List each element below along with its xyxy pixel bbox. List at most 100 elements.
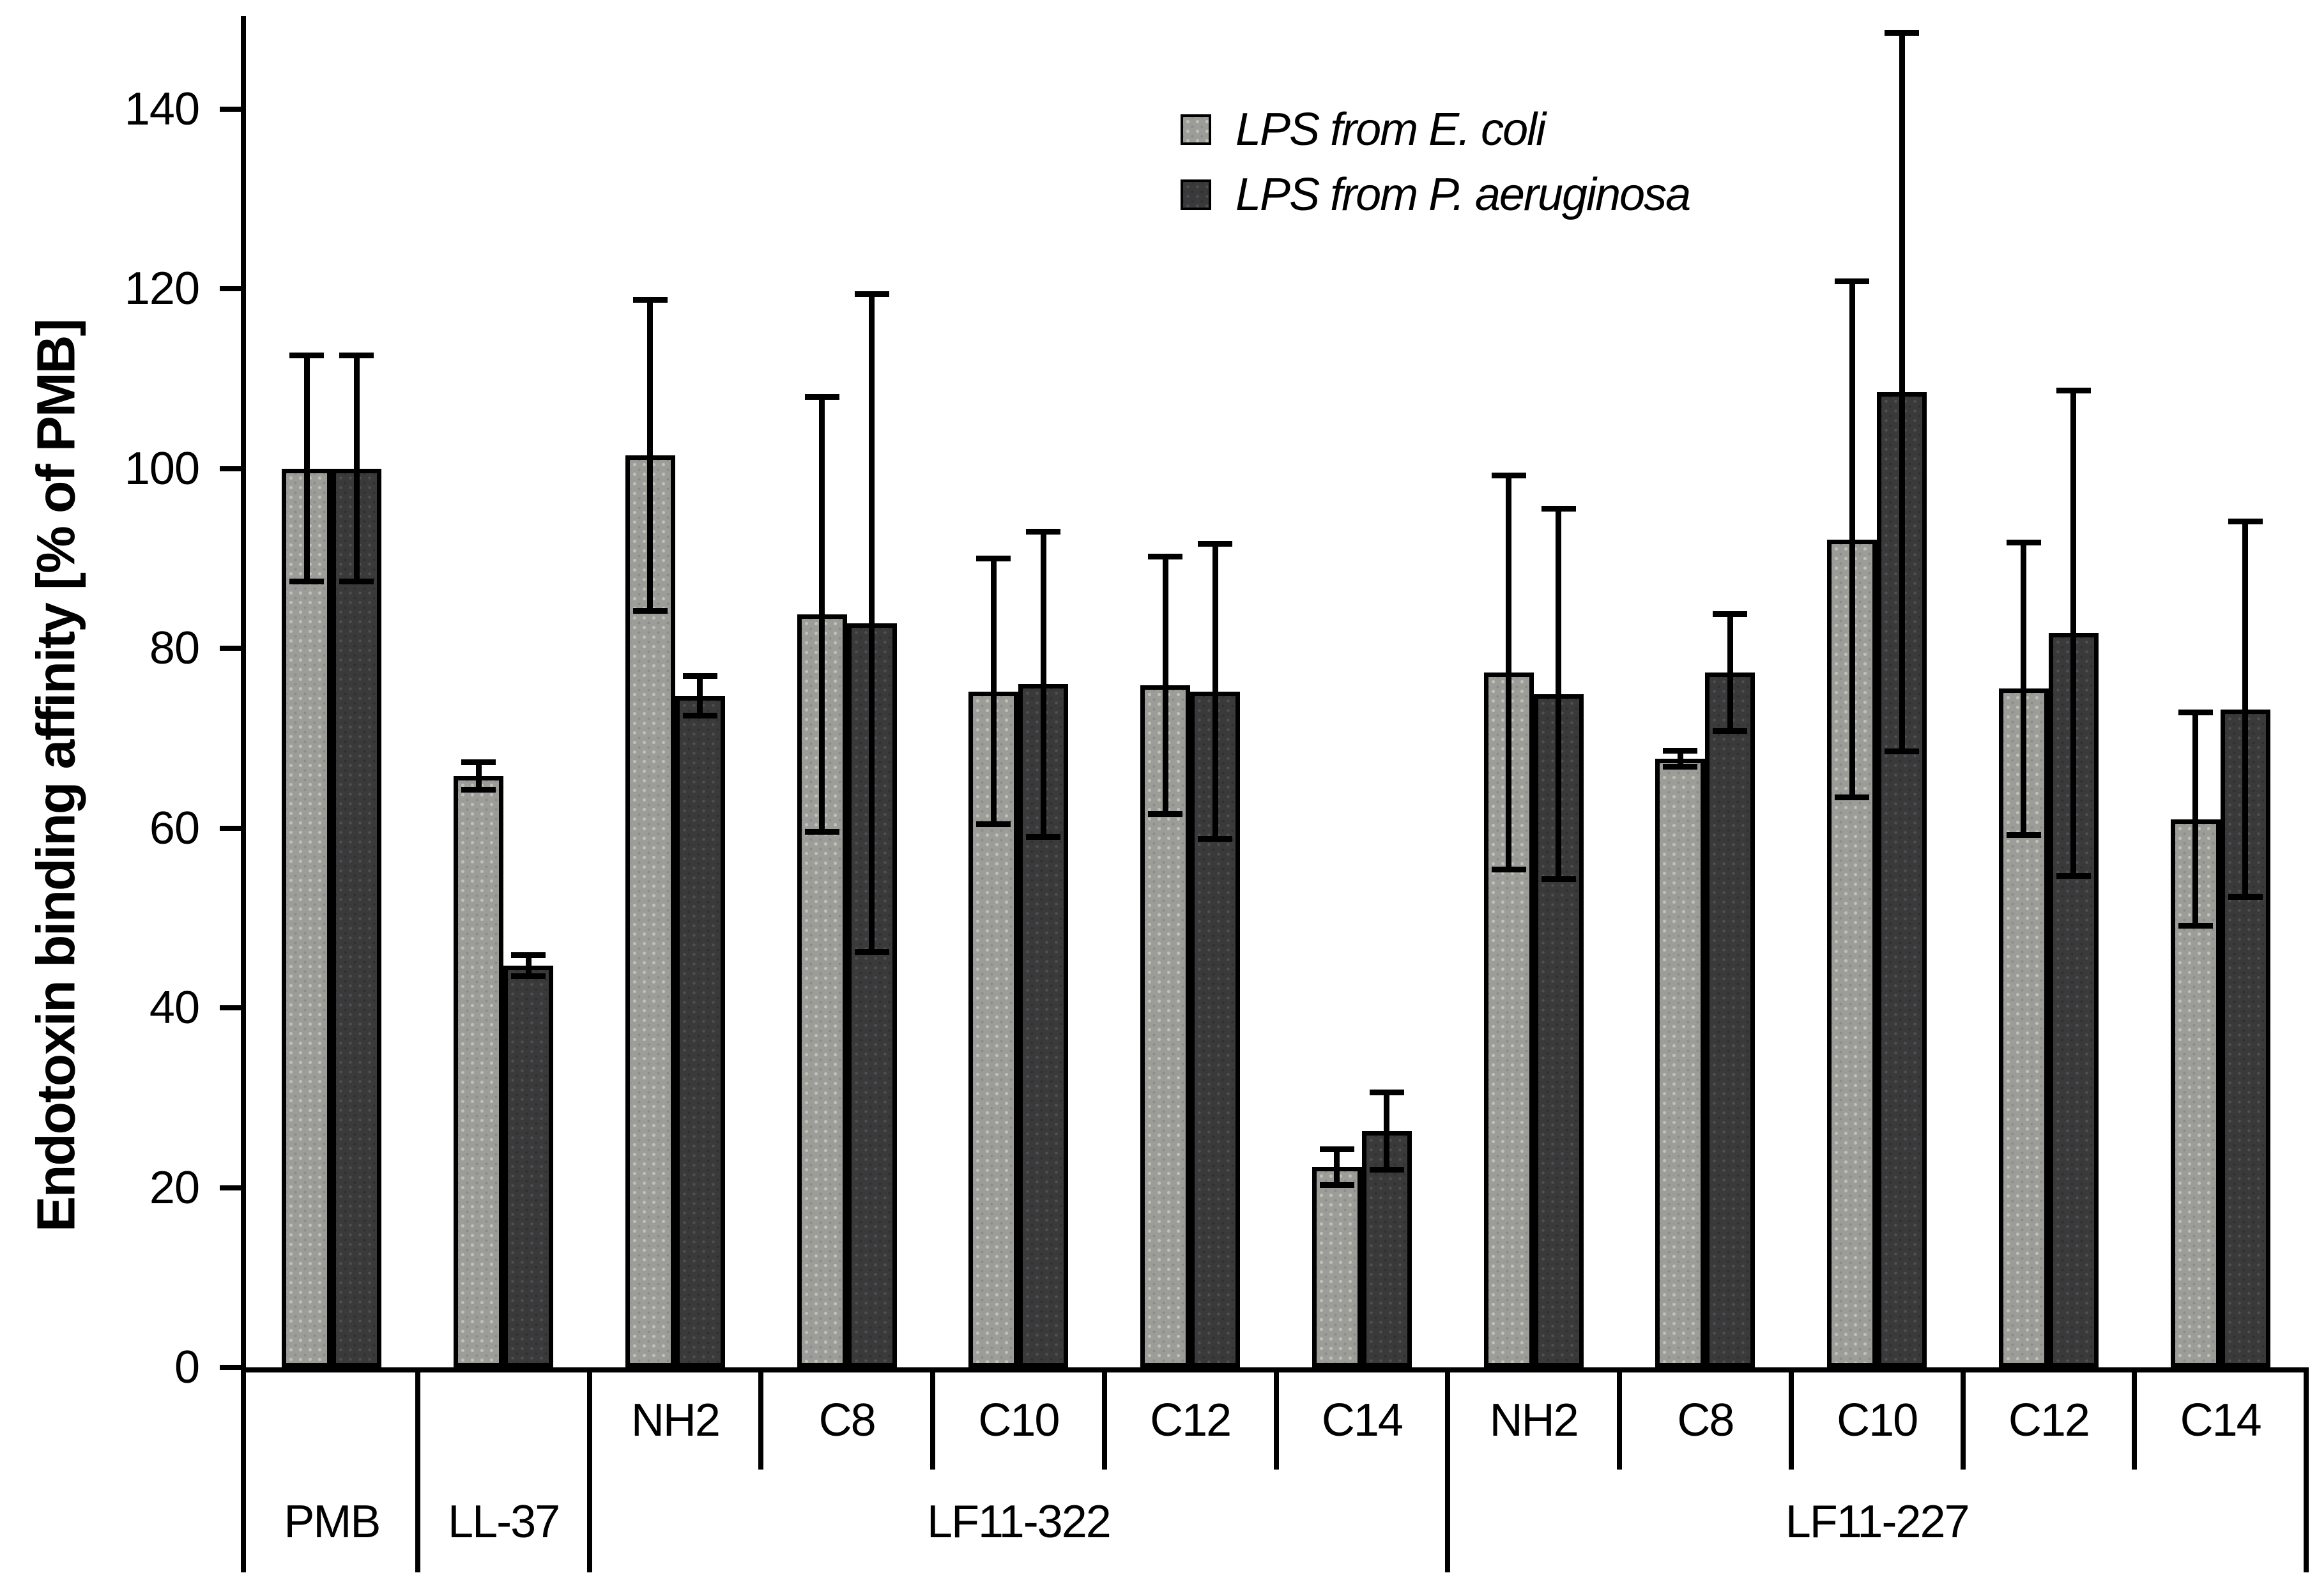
error-bar-cap-top (339, 352, 374, 358)
sublabel-divider (1788, 1367, 1794, 1470)
error-bar-cap-top (682, 673, 717, 680)
legend: LPS from E. coli LPS from P. aeruginosa (1181, 101, 1691, 231)
error-bar-line (1677, 750, 1683, 767)
error-bar-cap-top (1319, 1146, 1354, 1152)
y-tick-label: 40 (149, 982, 200, 1034)
error-bar-cap-bottom (1541, 876, 1576, 883)
sublabel-divider (930, 1367, 935, 1470)
error-bar-cap-top (2006, 539, 2041, 545)
error-bar-line (1506, 475, 1512, 870)
group-divider (586, 1367, 592, 1572)
bar-ecoli (797, 614, 847, 1367)
y-tick-label: 140 (124, 83, 200, 135)
y-tick-mark (220, 1005, 241, 1011)
error-bar-cap-top (976, 555, 1011, 561)
y-tick-mark (220, 1185, 241, 1190)
x-sublabel: C8 (818, 1394, 876, 1446)
error-bar-cap-bottom (2006, 832, 2041, 839)
error-bar-cap-bottom (2228, 894, 2263, 901)
x-group-label: LF11-227 (1785, 1496, 1970, 1547)
error-bar-cap-top (1198, 541, 1233, 547)
error-bar-line (647, 300, 654, 611)
y-tick-label: 0 (174, 1342, 200, 1393)
error-bar-cap-bottom (1713, 728, 1748, 734)
error-bar-cap-top (2178, 709, 2213, 715)
error-bar-cap-bottom (1369, 1166, 1404, 1173)
error-bar-cap-bottom (1319, 1182, 1354, 1188)
error-bar-cap-top (1835, 278, 1870, 285)
error-bar-line (990, 558, 997, 825)
error-bar-line (1384, 1092, 1390, 1170)
x-sublabel: C8 (1677, 1394, 1734, 1446)
bar-paer (2220, 709, 2270, 1367)
bar-ecoli (1140, 685, 1191, 1367)
x-sublabel: NH2 (631, 1394, 721, 1446)
x-group-label: LF11-322 (926, 1496, 1112, 1547)
group-divider (1445, 1367, 1451, 1572)
error-bar-cap-bottom (976, 821, 1011, 828)
error-bar-line (303, 355, 310, 582)
error-bar-cap-top (804, 393, 839, 400)
x-group-label: PMB (284, 1496, 381, 1547)
error-bar-line (1727, 614, 1733, 731)
error-bar-cap-bottom (511, 973, 546, 980)
error-bar-cap-top (289, 352, 325, 358)
error-bar-cap-top (1713, 611, 1748, 618)
error-bar-cap-top (1491, 473, 1526, 479)
error-bar-cap-top (2228, 519, 2263, 525)
x-group-label: LL-37 (448, 1496, 560, 1547)
error-bar-cap-bottom (1835, 794, 1870, 801)
legend-label-paer: LPS from P. aeruginosa (1235, 169, 1691, 220)
sublabel-divider (1960, 1367, 1966, 1470)
error-bar-cap-bottom (854, 949, 889, 955)
y-tick-mark (220, 646, 241, 651)
y-tick-label: 120 (124, 263, 200, 315)
error-bar-cap-top (1369, 1089, 1404, 1095)
error-bar-line (475, 762, 482, 790)
y-tick-mark (220, 286, 241, 292)
x-sublabel: C14 (1321, 1394, 1404, 1446)
y-tick-mark (220, 1365, 241, 1370)
legend-entry: LPS from P. aeruginosa (1181, 166, 1691, 224)
legend-entry: LPS from E. coli (1181, 101, 1690, 158)
bar-paer (332, 468, 382, 1367)
error-bar-cap-top (461, 759, 496, 766)
error-bar-cap-bottom (1885, 749, 1920, 755)
error-bar-line (1162, 556, 1168, 814)
error-bar-cap-bottom (461, 786, 496, 793)
error-bar-cap-bottom (289, 579, 325, 585)
plot-right-edge (2304, 1367, 2309, 1572)
y-tick-label: 20 (149, 1162, 200, 1213)
error-bar-line (525, 955, 532, 977)
error-bar-line (1212, 543, 1218, 839)
error-bar-cap-top (1026, 528, 1061, 535)
error-bar-cap-bottom (632, 607, 668, 614)
error-bar-cap-bottom (1148, 810, 1183, 817)
error-bar-line (697, 676, 703, 716)
error-bar-cap-bottom (339, 579, 374, 585)
error-bar-line (1040, 531, 1046, 837)
x-sublabel: C14 (2180, 1394, 2262, 1446)
error-bar-line (869, 294, 875, 952)
error-bar-line (2242, 521, 2249, 897)
legend-swatch-paer (1181, 179, 1211, 210)
y-tick-mark (220, 825, 241, 831)
error-bar-cap-bottom (1663, 764, 1698, 770)
error-bar-cap-top (1541, 506, 1576, 512)
error-bar-cap-top (1885, 29, 1920, 36)
error-bar-cap-top (854, 291, 889, 298)
error-bar-cap-top (1663, 748, 1698, 754)
error-bar-line (1899, 33, 1905, 752)
bar-paer (503, 965, 554, 1367)
error-bar-cap-bottom (804, 828, 839, 835)
error-bar-line (1334, 1149, 1340, 1185)
error-bar-line (819, 397, 825, 832)
bar-paer (1705, 673, 1755, 1367)
sublabel-divider (2132, 1367, 2138, 1470)
error-bar-cap-top (1148, 554, 1183, 560)
error-bar-line (2192, 712, 2199, 926)
bar-paer (1361, 1130, 1412, 1367)
error-bar-cap-bottom (682, 713, 717, 719)
error-bar-cap-bottom (1026, 834, 1061, 840)
error-bar-cap-top (511, 952, 546, 958)
